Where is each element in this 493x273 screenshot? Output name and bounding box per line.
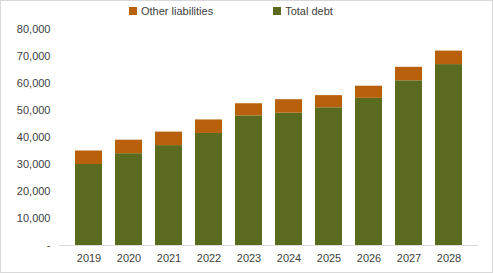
svg-text:-: -: [47, 239, 51, 251]
svg-text:40,000: 40,000: [17, 131, 51, 143]
svg-text:2024: 2024: [277, 252, 301, 264]
svg-text:2025: 2025: [317, 252, 341, 264]
svg-text:80,000: 80,000: [17, 23, 51, 35]
svg-text:2019: 2019: [77, 252, 101, 264]
svg-text:2028: 2028: [437, 252, 461, 264]
svg-text:50,000: 50,000: [17, 104, 51, 116]
svg-text:20,000: 20,000: [17, 185, 51, 197]
svg-text:2020: 2020: [117, 252, 141, 264]
html-text:Other liabilities: Other liabilities: [141, 5, 214, 17]
svg-text:60,000: 60,000: [17, 77, 51, 89]
svg-text:2022: 2022: [197, 252, 221, 264]
svg-text:70,000: 70,000: [17, 50, 51, 62]
svg-text:2023: 2023: [237, 252, 261, 264]
svg-text:10,000: 10,000: [17, 212, 51, 224]
svg-text:30,000: 30,000: [17, 158, 51, 170]
svg-text:2026: 2026: [357, 252, 381, 264]
html-text:Total debt: Total debt: [285, 5, 333, 17]
svg-text:2021: 2021: [157, 252, 181, 264]
svg-text:2027: 2027: [397, 252, 421, 264]
